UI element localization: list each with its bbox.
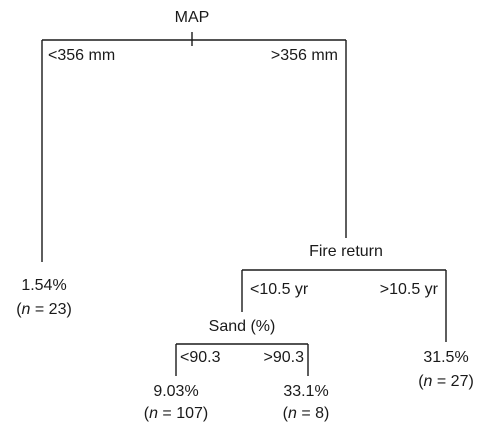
leaf-fire-high-count: (n = 27) [418,373,474,390]
map-right-branch-label: >356 mm [271,47,338,64]
map-left-branch-label: <356 mm [48,47,115,64]
fire-left-branch-label: <10.5 yr [250,281,309,298]
leaf-fire-high-value: 31.5% [423,349,468,366]
fire-right-branch-label: >10.5 yr [380,281,439,298]
root-node-label: MAP [175,9,210,26]
leaf-map-low-value: 1.54% [21,277,66,294]
sand-left-branch-label: <90.3 [180,349,221,366]
sand-node-label: Sand (%) [209,318,276,335]
sand-right-branch-label: >90.3 [264,349,305,366]
leaf-map-low-count: (n = 23) [16,301,72,318]
leaf-sand-low-count: (n = 107) [144,405,209,422]
leaf-sand-high-value: 33.1% [283,383,328,400]
leaf-sand-high-count: (n = 8) [283,405,330,422]
leaf-sand-low-value: 9.03% [153,383,198,400]
fire-node-label: Fire return [309,243,383,260]
